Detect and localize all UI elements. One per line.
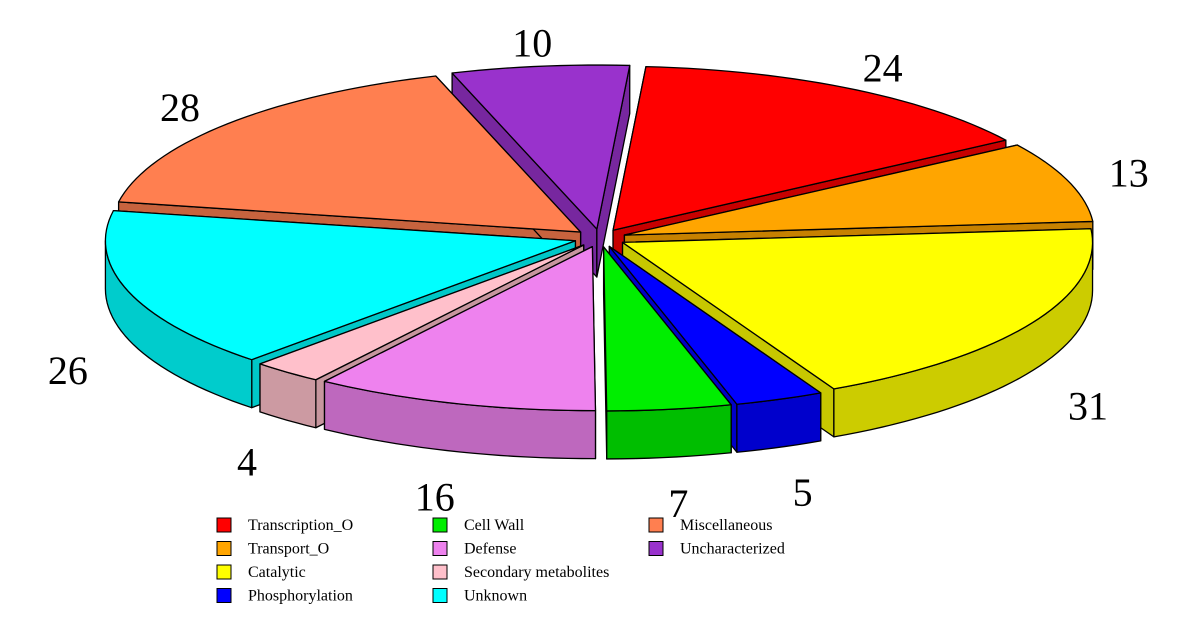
- value-label-miscellaneous: 28: [160, 85, 200, 130]
- legend-swatch-transcription-o: [216, 517, 232, 533]
- legend-item-transcription-o: Transcription_O: [216, 517, 353, 534]
- value-label-phosphorylation: 5: [793, 470, 813, 515]
- value-label-transport-o: 13: [1109, 150, 1149, 195]
- legend-swatch-cell-wall: [432, 517, 448, 533]
- value-label-transcription-o: 24: [863, 46, 903, 91]
- slice-secondary-metabolites: [259, 244, 585, 381]
- value-label-secondary-metabolites: 4: [237, 439, 257, 484]
- legend-label-transcription-o: Transcription_O: [248, 517, 353, 534]
- value-label-defense: 16: [415, 475, 455, 520]
- legend-swatch-phosphorylation: [216, 588, 232, 603]
- legend-item-cell-wall: Cell Wall: [432, 517, 525, 534]
- value-labels-layer: 24 13 31 5 7 16 4 26 28 10: [48, 20, 1149, 526]
- legend-item-catalytic: Catalytic: [216, 564, 306, 581]
- legend-label-uncharacterized: Uncharacterized: [680, 541, 785, 558]
- legend-swatch-transport-o: [216, 541, 232, 556]
- legend-swatch-miscellaneous: [648, 517, 664, 533]
- value-label-cell-wall: 7: [668, 481, 688, 526]
- value-label-unknown: 26: [48, 348, 88, 393]
- slice-cell-wall: [602, 246, 732, 412]
- legend-swatch-catalytic: [216, 564, 232, 580]
- legend-swatch-defense: [432, 541, 448, 556]
- legend-label-cell-wall: Cell Wall: [464, 517, 525, 534]
- slice-catalytic: [621, 228, 1094, 390]
- slice-phosphorylation: [608, 245, 822, 405]
- legend-swatch-secondary-metabolites: [432, 564, 448, 580]
- legend-label-catalytic: Catalytic: [248, 564, 306, 581]
- legend: Transcription_O Transport_O Catalytic Phosp…: [216, 517, 785, 605]
- legend-label-phosphorylation: Phosphorylation: [248, 588, 353, 605]
- legend-label-unknown: Unknown: [464, 588, 527, 605]
- slice-defense: [323, 245, 597, 412]
- legend-label-defense: Defense: [464, 541, 516, 558]
- legend-item-defense: Defense: [432, 541, 516, 558]
- slice-unknown: [104, 209, 577, 361]
- slice-miscellaneous: [117, 75, 582, 233]
- value-label-uncharacterized: 10: [512, 20, 552, 65]
- legend-item-miscellaneous: Miscellaneous: [648, 517, 772, 534]
- legend-label-transport-o: Transport_O: [248, 541, 329, 558]
- legend-swatch-uncharacterized: [648, 541, 664, 556]
- slice-uncharacterized: [451, 64, 631, 230]
- legend-label-secondary-metabolites: Secondary metabolites: [464, 564, 609, 581]
- slice-transport-o: [623, 144, 1094, 236]
- value-label-catalytic: 31: [1068, 383, 1108, 428]
- legend-item-transport-o: Transport_O: [216, 541, 329, 558]
- slice-wall-cell-wall: [606, 404, 732, 460]
- legend-item-unknown: Unknown: [432, 588, 527, 605]
- legend-item-secondary-metabolites: Secondary metabolites: [432, 564, 609, 581]
- slices-layer: [104, 64, 1094, 460]
- legend-label-miscellaneous: Miscellaneous: [680, 517, 772, 534]
- legend-item-uncharacterized: Uncharacterized: [648, 541, 785, 558]
- slice-transcription-o: [612, 65, 1007, 231]
- legend-swatch-unknown: [432, 588, 448, 603]
- legend-item-phosphorylation: Phosphorylation: [216, 588, 353, 605]
